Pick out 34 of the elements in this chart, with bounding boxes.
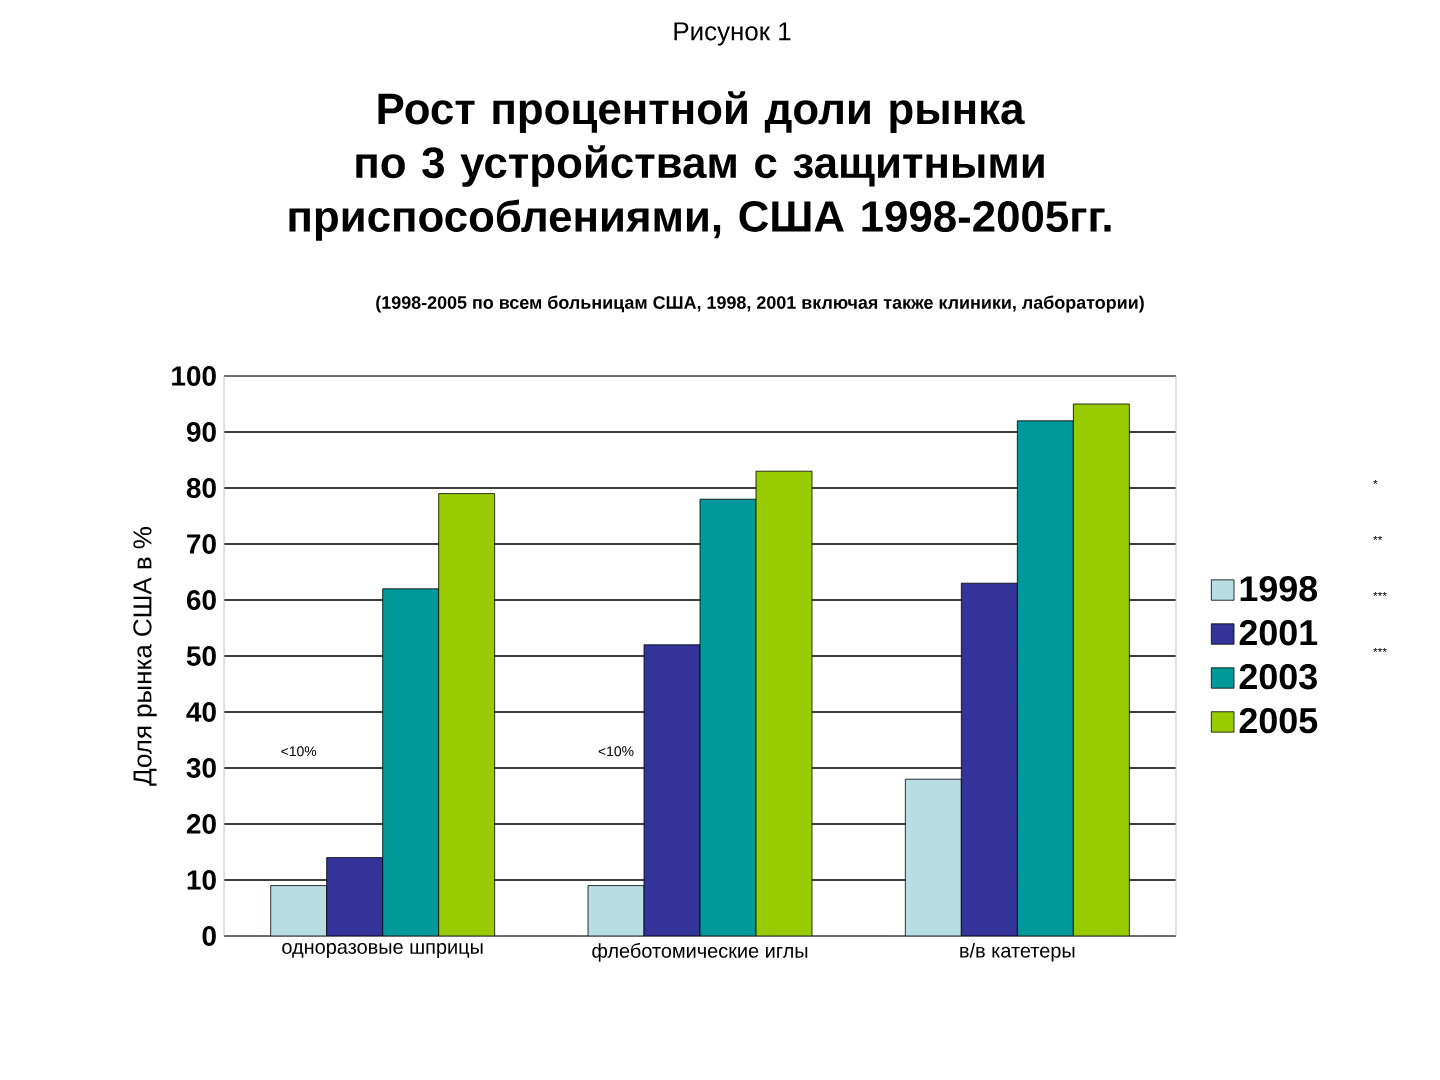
bar: [438, 493, 496, 936]
y-axis-title: Доля рынка США в %: [133, 527, 157, 786]
bar: [326, 857, 384, 936]
bar: [587, 885, 645, 936]
y-tick-label: 90: [186, 422, 216, 442]
x-tick-label: одноразовые шприцы: [282, 943, 483, 958]
bar: [382, 588, 440, 936]
y-tick-label: 100: [172, 366, 216, 386]
bar: [960, 582, 1018, 936]
legend-label: 2003: [1239, 663, 1317, 690]
y-tick-label: 20: [186, 814, 216, 834]
y-tick-label: 30: [186, 758, 216, 778]
chart-title: Рост процентной доли рынка по 3 устройствам с защитными приспособлениями, США 1998-2005гг.: [289, 91, 1111, 241]
bar: [1016, 420, 1074, 936]
bar: [643, 644, 701, 936]
bar: [904, 778, 962, 936]
legend-label: 1998: [1240, 576, 1318, 602]
bar: [1072, 403, 1130, 936]
x-tick-label: флеботомические иглы: [592, 943, 808, 962]
y-tick-label: 50: [186, 646, 216, 666]
bar: [699, 498, 757, 936]
y-tick-label: 70: [187, 534, 216, 554]
x-tick-label: в/в катетеры: [960, 943, 1075, 962]
legend-label: 2005: [1239, 707, 1318, 734]
y-tick-label: 0: [202, 926, 216, 946]
y-tick-label: 80: [186, 478, 216, 498]
legend-label: 2001: [1239, 619, 1318, 646]
bar: [755, 470, 813, 936]
y-tick-label: 60: [186, 590, 216, 610]
bar: [270, 885, 328, 936]
text: Рисунок 1: [674, 22, 791, 46]
chart-subtitle: (1998-2005 по всем больницам США, 1998, 2001 включая также клиники, лаборатории): [376, 295, 1144, 313]
y-tick-label: 40: [186, 702, 216, 722]
y-tick-label: 10: [187, 870, 216, 890]
